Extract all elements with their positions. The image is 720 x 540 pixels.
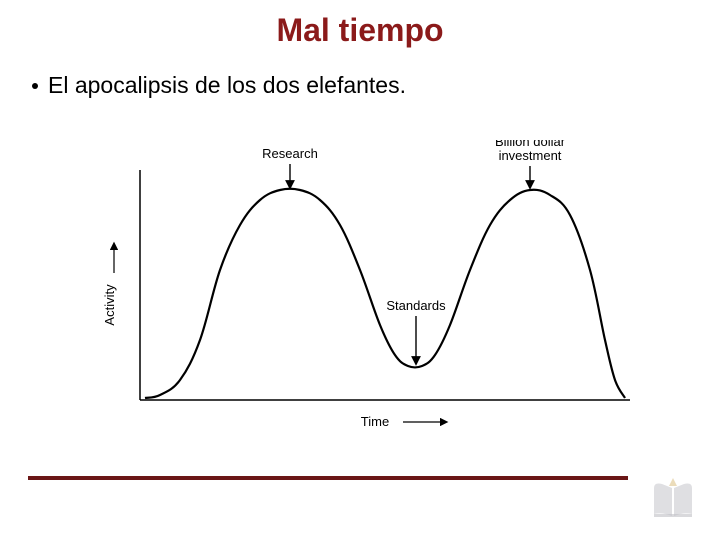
footer-logo-icon (648, 474, 698, 520)
annotation-research: Research (262, 146, 318, 161)
bullet-item: El apocalipsis de los dos elefantes. (32, 72, 406, 99)
curve-path (145, 189, 625, 398)
footer-rule (28, 476, 628, 480)
x-axis-label: Time (361, 414, 389, 429)
bullet-dot-icon (32, 83, 38, 89)
y-axis-label: Activity (102, 284, 117, 326)
chart-svg: ResearchStandardsBillion dollarinvestmen… (90, 140, 650, 440)
slide-root: Mal tiempo El apocalipsis de los dos ele… (0, 0, 720, 540)
annotation-standards: Standards (386, 298, 446, 313)
elephants-chart: ResearchStandardsBillion dollarinvestmen… (90, 140, 650, 440)
slide-title: Mal tiempo (0, 12, 720, 49)
annotation-investment: investment (499, 148, 562, 163)
bullet-text: El apocalipsis de los dos elefantes. (48, 72, 406, 99)
